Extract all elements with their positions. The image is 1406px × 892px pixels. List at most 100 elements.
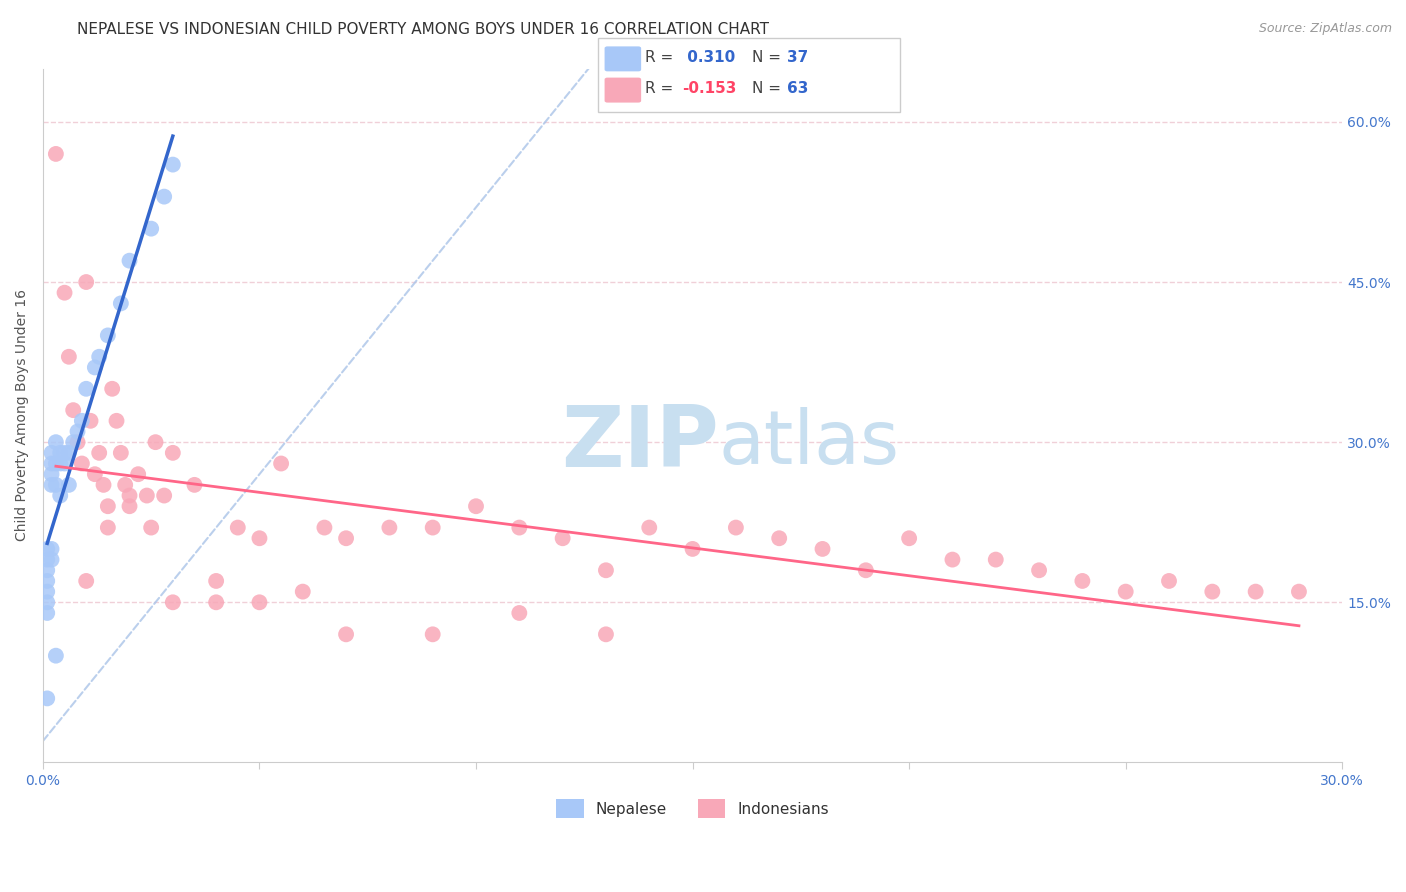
Point — [37, 606, 59, 620]
Point — [1071, 574, 1094, 588]
Point — [93, 478, 115, 492]
Point — [205, 574, 228, 588]
Point — [141, 520, 163, 534]
Text: N =: N = — [752, 81, 786, 95]
Text: Source: ZipAtlas.com: Source: ZipAtlas.com — [1258, 22, 1392, 36]
Point — [75, 382, 97, 396]
Point — [1157, 574, 1180, 588]
Point — [898, 531, 921, 545]
Point — [37, 691, 59, 706]
Point — [45, 648, 67, 663]
Point — [724, 520, 747, 534]
Point — [984, 552, 1007, 566]
Point — [37, 574, 59, 588]
Point — [70, 457, 93, 471]
Point — [97, 500, 120, 514]
Point — [153, 489, 176, 503]
Point — [49, 489, 72, 503]
Text: R =: R = — [645, 81, 679, 95]
Point — [79, 414, 101, 428]
Point — [101, 382, 124, 396]
Point — [682, 541, 704, 556]
Point — [49, 446, 72, 460]
Point — [551, 531, 574, 545]
Point — [335, 627, 357, 641]
Point — [41, 457, 63, 471]
Point — [41, 446, 63, 460]
Point — [1201, 584, 1223, 599]
Text: 0.310: 0.310 — [682, 50, 735, 64]
Point — [37, 541, 59, 556]
Point — [118, 500, 141, 514]
Text: ZIP: ZIP — [561, 401, 718, 484]
Point — [83, 467, 105, 482]
Point — [97, 520, 120, 534]
Point — [75, 275, 97, 289]
Point — [855, 563, 877, 577]
Point — [811, 541, 834, 556]
Point — [45, 147, 67, 161]
Point — [1288, 584, 1310, 599]
Point — [58, 446, 80, 460]
Point — [62, 403, 84, 417]
Point — [141, 221, 163, 235]
Point — [183, 478, 205, 492]
Point — [270, 457, 292, 471]
Point — [41, 552, 63, 566]
Point — [422, 627, 444, 641]
Point — [118, 489, 141, 503]
Point — [508, 606, 530, 620]
Text: NEPALESE VS INDONESIAN CHILD POVERTY AMONG BOYS UNDER 16 CORRELATION CHART: NEPALESE VS INDONESIAN CHILD POVERTY AMO… — [77, 22, 769, 37]
Point — [153, 189, 176, 203]
Point — [41, 467, 63, 482]
Point — [89, 446, 111, 460]
Point — [205, 595, 228, 609]
Point — [41, 478, 63, 492]
Point — [37, 552, 59, 566]
Point — [226, 520, 249, 534]
Point — [508, 520, 530, 534]
Point — [422, 520, 444, 534]
Point — [145, 435, 167, 450]
Point — [291, 584, 314, 599]
Point — [45, 457, 67, 471]
Point — [335, 531, 357, 545]
Point — [110, 296, 132, 310]
Point — [83, 360, 105, 375]
Point — [110, 446, 132, 460]
Point — [66, 425, 89, 439]
Point — [49, 457, 72, 471]
Point — [37, 563, 59, 577]
Point — [162, 595, 184, 609]
Text: 37: 37 — [787, 50, 808, 64]
Point — [66, 435, 89, 450]
Point — [118, 253, 141, 268]
Y-axis label: Child Poverty Among Boys Under 16: Child Poverty Among Boys Under 16 — [15, 290, 30, 541]
Text: R =: R = — [645, 50, 679, 64]
Point — [53, 446, 76, 460]
Point — [62, 435, 84, 450]
Point — [114, 478, 136, 492]
Point — [97, 328, 120, 343]
Point — [58, 350, 80, 364]
Point — [37, 595, 59, 609]
Point — [378, 520, 401, 534]
Point — [41, 541, 63, 556]
Point — [89, 350, 111, 364]
Text: -0.153: -0.153 — [682, 81, 737, 95]
Point — [1244, 584, 1267, 599]
Point — [249, 531, 271, 545]
Point — [941, 552, 963, 566]
Legend: Nepalese, Indonesians: Nepalese, Indonesians — [550, 793, 835, 824]
Point — [249, 595, 271, 609]
Point — [465, 500, 488, 514]
Point — [127, 467, 149, 482]
Point — [75, 574, 97, 588]
Text: atlas: atlas — [718, 407, 900, 480]
Point — [1028, 563, 1050, 577]
Point — [314, 520, 336, 534]
Point — [162, 158, 184, 172]
Point — [135, 489, 157, 503]
Point — [53, 285, 76, 300]
Point — [37, 584, 59, 599]
